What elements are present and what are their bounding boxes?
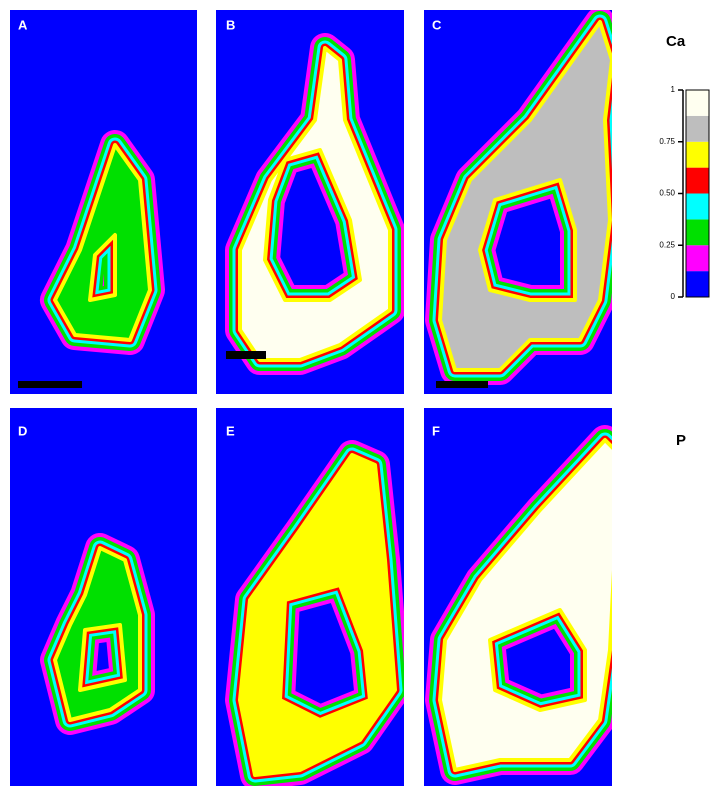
map-panel: D — [10, 408, 197, 786]
contours — [225, 440, 404, 786]
colorbar-swatch — [686, 167, 709, 194]
contours — [40, 533, 155, 735]
contours — [225, 33, 404, 375]
contour-core — [53, 546, 142, 722]
colorbar-swatch — [686, 115, 709, 142]
panel-label: B — [226, 17, 235, 32]
contour-core — [53, 143, 152, 342]
colorbar-tick-label: 0.75 — [659, 137, 675, 146]
colorbar-swatch — [686, 245, 709, 272]
colorbar-tick-label: 0 — [671, 292, 676, 301]
row-label: P — [676, 432, 686, 449]
map-panel: E — [216, 408, 404, 786]
colorbar-tick-label: 0.25 — [659, 240, 675, 249]
panel-label: A — [18, 17, 28, 32]
colorbar-tick-label: 1 — [671, 85, 676, 94]
scale-bar — [226, 351, 266, 359]
colorbar-frame — [685, 89, 710, 298]
map-panel: C — [424, 10, 612, 394]
map-panel: A — [10, 10, 197, 394]
colorbar-swatch — [686, 90, 709, 116]
colorbar-swatch — [686, 271, 709, 297]
panel-label: F — [432, 423, 440, 438]
scale-bar — [18, 381, 82, 388]
map-panel: B — [216, 10, 404, 394]
panel-label: E — [226, 423, 235, 438]
map-panel: F — [424, 408, 612, 786]
contour-core — [438, 20, 612, 372]
panel-label: D — [18, 423, 27, 438]
scale-bar — [436, 381, 488, 388]
colorbar-tick-label: 0.50 — [659, 189, 675, 198]
contours — [40, 130, 165, 355]
row-label: Ca — [666, 33, 686, 50]
colorbar-swatch — [686, 219, 709, 246]
contour-core — [238, 46, 392, 362]
colorbar-swatch — [686, 141, 709, 168]
contours — [425, 10, 612, 385]
contours — [425, 425, 612, 785]
contour-core — [438, 438, 612, 772]
panel-label: C — [432, 17, 442, 32]
colorbar-swatch — [686, 193, 709, 220]
contour-core — [238, 453, 397, 777]
